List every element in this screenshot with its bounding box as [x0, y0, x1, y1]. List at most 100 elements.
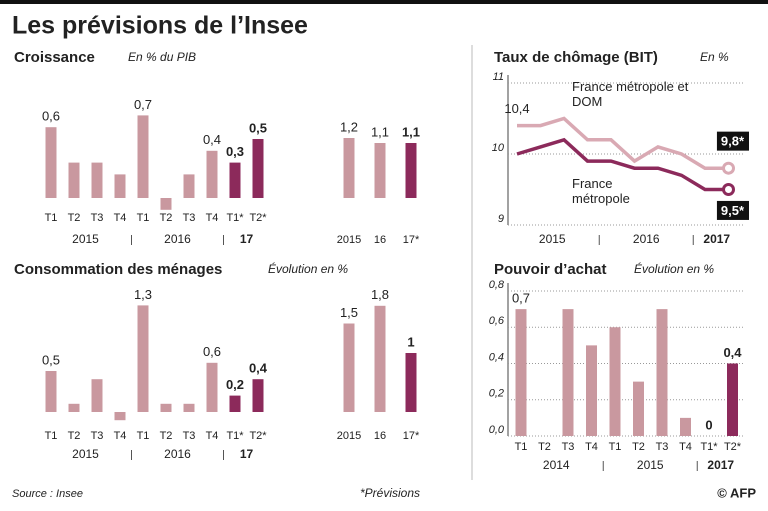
group-label: 2015 [72, 447, 99, 461]
bar [183, 174, 195, 198]
x-tick-label: T2 [538, 441, 551, 453]
bar [633, 381, 644, 436]
bar [91, 379, 103, 412]
value-label: 0 [705, 417, 712, 432]
x-tick-label: T4 [114, 430, 127, 442]
label-box [716, 200, 750, 220]
bar [515, 309, 527, 436]
bar [114, 174, 126, 198]
x-tick-label: 16 [374, 234, 386, 246]
x-tick-label: T4 [679, 441, 692, 453]
x-tick-label: T3 [183, 212, 196, 224]
bar [586, 345, 597, 436]
source: Source : Insee [12, 488, 83, 500]
group-label: 2017 [703, 232, 730, 246]
value-label: 1 [407, 334, 414, 349]
top-rule [0, 0, 768, 4]
y-tick-label: 9 [498, 213, 504, 225]
y-tick-label: 0,4 [489, 351, 504, 363]
value-label: 9,5* [721, 203, 745, 218]
value-label: 0,4 [723, 345, 742, 360]
x-tick-label: 17* [403, 234, 420, 246]
bar [229, 395, 241, 412]
series-name: France métropole et DOM [572, 79, 689, 109]
value-label: 1,5 [340, 305, 358, 320]
bar [727, 363, 738, 436]
y-tick-label: 0,6 [489, 315, 505, 327]
bar [45, 371, 57, 412]
value-label: 0,2 [226, 377, 244, 392]
bar [68, 162, 80, 198]
bar [405, 353, 417, 412]
x-tick-label: T1 [609, 441, 622, 453]
bar [229, 162, 241, 198]
bar [374, 305, 386, 412]
note: *Prévisions [360, 486, 420, 500]
y-tick-label: 0,8 [489, 279, 505, 291]
value-label: 0,6 [42, 109, 60, 124]
value-label: 0,4 [203, 132, 221, 147]
bar [160, 403, 172, 412]
group-label: 2015 [72, 232, 99, 246]
group-label: 2014 [543, 458, 570, 472]
value-label: 0,5 [42, 352, 60, 367]
x-tick-label: T1* [226, 430, 244, 442]
group-label: 2017 [707, 458, 734, 472]
group-label: 2015 [539, 232, 566, 246]
bar [343, 138, 355, 198]
chart-title: Pouvoir d’achat [494, 261, 607, 278]
bar [206, 150, 218, 198]
bar [114, 412, 126, 421]
x-tick-label: T1 [515, 441, 528, 453]
value-label: 10,4 [504, 101, 529, 116]
x-tick-label: T3 [183, 430, 196, 442]
credit: © AFP [717, 485, 756, 500]
bar [680, 417, 691, 436]
value-label: 1,1 [371, 124, 389, 139]
page-title: Les prévisions de l’Insee [12, 12, 308, 40]
value-label: 1,8 [371, 287, 389, 302]
chart-title: Croissance [14, 49, 95, 66]
bar [656, 309, 668, 436]
bar [137, 305, 149, 412]
bar [252, 379, 264, 412]
group-label: 2016 [633, 232, 660, 246]
bar [160, 198, 172, 210]
bar [252, 139, 264, 198]
y-tick-label: 10 [492, 142, 505, 154]
x-tick-label: T4 [206, 212, 219, 224]
chart-subtitle: Évolution en % [268, 261, 348, 276]
line [516, 137, 729, 192]
line [517, 116, 729, 170]
x-tick-label: T2 [632, 441, 645, 453]
bar [45, 127, 57, 198]
label-box [716, 131, 750, 151]
bar [206, 362, 218, 412]
x-tick-label: T2 [68, 212, 81, 224]
value-label: 1,3 [134, 287, 152, 302]
x-tick-label: T2* [249, 212, 267, 224]
bar [562, 309, 574, 436]
chart-subtitle: En % [700, 50, 729, 64]
x-tick-label: T3 [656, 441, 669, 453]
y-tick-label: 11 [493, 71, 504, 83]
x-tick-label: T2* [724, 441, 742, 453]
x-tick-label: T2 [160, 212, 173, 224]
value-label: 0,4 [249, 361, 268, 376]
chart-subtitle: Évolution en % [634, 261, 714, 276]
group-label: 2015 [637, 458, 664, 472]
end-marker [722, 183, 735, 196]
chart-title: Consommation des ménages [14, 261, 222, 278]
x-tick-label: T3 [562, 441, 575, 453]
group-label: 17 [240, 232, 254, 246]
bar [609, 327, 621, 436]
value-label: 1,1 [402, 124, 420, 139]
bar [91, 162, 103, 198]
bar [183, 403, 195, 412]
value-label: 0,7 [134, 97, 152, 112]
value-label: 0,6 [203, 344, 221, 359]
x-tick-label: T1* [700, 441, 718, 453]
x-tick-label: T1 [45, 430, 58, 442]
